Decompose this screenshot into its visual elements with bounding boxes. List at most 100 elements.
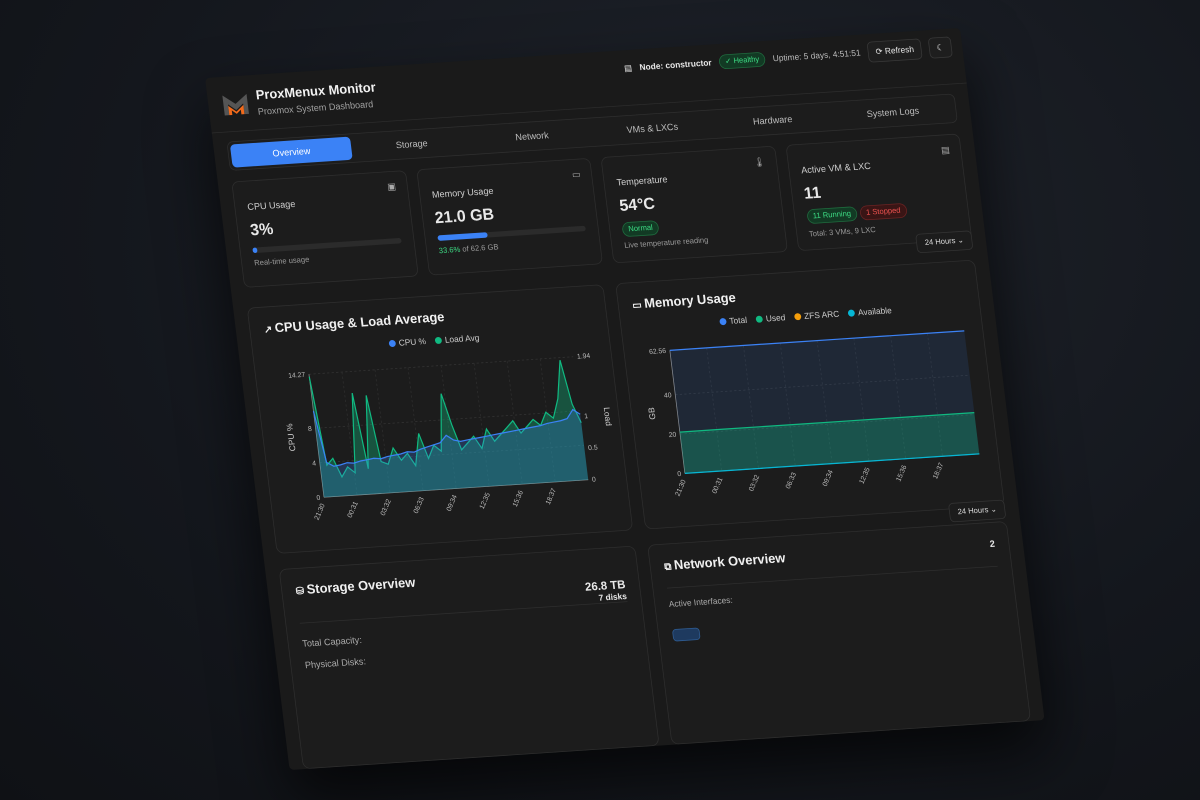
storage-overview-panel: ⛁ Storage Overview Total Capacity: 26.8 … [278,545,660,770]
used-series-line [679,411,975,433]
y-tick-label: 0 [316,495,321,502]
server-icon: ▤ [623,63,633,74]
temperature-card: 🌡︎ Temperature 54°C Normal Live temperat… [600,145,788,264]
y2-tick-label: 0 [592,477,597,484]
uptime: Uptime: 5 days, 4:51:51 [772,48,862,64]
disks-value: 7 disks [598,591,628,604]
y-axis-label: GB [646,407,657,420]
moon-icon: ☾ [936,43,945,53]
y-axis [669,350,686,474]
memory-percent: 33.6% [438,245,461,256]
x-tick-label: 12:35 [479,492,492,511]
capacity-label: Total Capacity: [301,634,363,650]
memory-chart: 0 20 40 62.56 21:30 00:31 03:32 06:33 09:34 12:35… [646,330,980,498]
refresh-button[interactable]: ⟳ Refresh [866,38,923,63]
memory-value: 21.0 GB [433,205,496,228]
gridline [473,363,490,487]
y-axis [308,374,325,498]
used-series-area [679,412,980,474]
gridline [539,358,556,482]
gridline [440,365,457,489]
cpu-series-area [313,409,589,498]
y2-axis-label: Load [602,407,614,427]
gridline [315,410,580,429]
temperature-label: Temperature [615,173,669,188]
tab-storage[interactable]: Storage [395,137,429,151]
y-tick-label: 8 [308,426,313,433]
x-tick-label: 00:31 [347,500,360,519]
network-timerange-value: 24 Hours [957,506,989,517]
tab-system-logs[interactable]: System Logs [866,105,920,120]
chevron-down-icon: ⌄ [989,505,998,515]
tab-network[interactable]: Network [514,129,550,143]
x-tick-label: 12:35 [859,466,872,485]
header: ProxMenux Monitor Proxmox System Dashboar… [205,28,967,134]
temperature-value: 54°C [618,194,656,215]
health-status: Healthy [733,55,760,66]
tab-overview[interactable]: Overview [229,136,353,168]
timerange-select[interactable]: 24 Hours ⌄ [915,230,974,254]
y-tick-label: 0 [677,471,682,478]
x-tick-label: 06:33 [785,471,798,490]
gridline [341,372,358,496]
disks-label: Physical Disks: [304,655,367,671]
total-series-line [669,330,965,351]
cpu-progress-fill [252,247,258,254]
interface-badge [671,627,701,642]
theme-toggle-button[interactable]: ☾ [927,36,953,59]
x-tick-label: 21:30 [314,503,327,522]
y-tick-label: 40 [664,392,673,400]
gridline [675,374,970,396]
memory-icon: ▭ [571,168,582,181]
tab-vms-lxcs[interactable]: VMs & LXCs [625,121,679,136]
x-tick-label: 09:34 [822,469,835,488]
total-series-area [669,330,980,474]
dashboard-window: ProxMenux Monitor Proxmox System Dashboar… [205,28,1045,771]
chevron-down-icon: ⌄ [957,236,965,246]
cpu-load-chart: 0 4 8 14.27 0 0.5 1 1.94 21:30 00:31 03:32 06:33 09:… [284,353,614,522]
x-tick-label: 21:30 [675,479,688,498]
server-icon: ▤ [940,144,951,156]
cpu-usage-card: ▣ CPU Usage 3% Real-time usage [231,170,419,288]
cpu-note: Real-time usage [253,255,310,268]
y-axis-label: CPU % [284,423,297,452]
x-tick-label: 03:32 [748,474,761,493]
cpu-value: 3% [249,220,275,240]
gridline [407,367,424,491]
x-tick-label: 06:33 [413,496,426,515]
load-avg-series-line [308,360,582,479]
y2-tick-label: 0.5 [588,444,598,452]
timerange-value: 24 Hours [924,236,956,248]
y-tick-label: 14.27 [288,372,306,380]
x-tick-label: 18:37 [932,462,945,481]
x-tick-label: 15:36 [895,464,908,483]
stopped-badge: 1 Stopped [859,202,908,221]
active-interfaces-value: 2 [989,538,996,550]
network-timerange-select[interactable]: 24 Hours ⌄ [948,499,1007,523]
gridline [706,347,723,471]
y-tick-label: 4 [312,460,317,467]
vm-lxc-count: 11 [802,183,822,203]
load-avg-series-area [309,360,589,498]
memory-usage-card: ▭ Memory Usage 21.0 GB 33.6% of 62.6 GB [415,157,603,276]
y-tick-label: 20 [668,432,677,440]
cpu-series-line [312,408,581,467]
cpu-load-chart-panel: ↗ CPU Usage & Load Average CPU % Load Avg… [246,284,634,554]
memory-chart-panel: ▭ Memory Usage Total Used ZFS ARC Availa… [615,259,1005,530]
running-badge: 11 Running [805,206,858,225]
cpu-label: CPU Usage [246,198,296,213]
y2-tick-label: 1.94 [577,353,591,361]
node-name: Node: constructor [639,58,713,73]
memory-total: of 62.6 GB [461,243,500,254]
x-tick-label: 18:37 [545,487,558,506]
y-tick-label: 62.56 [649,348,667,356]
gridline [374,369,391,493]
temperature-status-badge: Normal [621,220,660,238]
gridline [816,340,833,464]
gridline [927,333,943,457]
tab-hardware[interactable]: Hardware [752,113,793,127]
memory-label: Memory Usage [431,185,495,201]
thermometer-icon: 🌡︎ [752,156,766,168]
proxmenux-logo [222,93,249,116]
x-axis [323,479,589,498]
